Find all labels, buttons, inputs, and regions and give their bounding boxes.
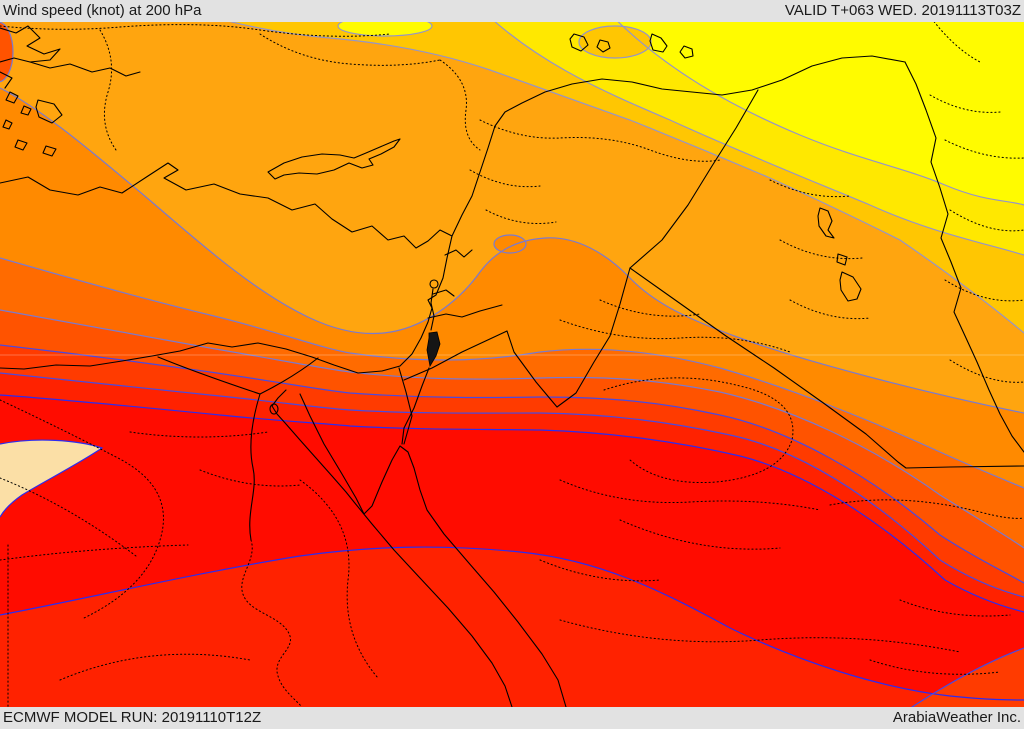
footer-bar: ECMWF MODEL RUN: 20191110T12Z ArabiaWeat… xyxy=(0,707,1024,729)
coastline-marmara-south xyxy=(29,61,141,77)
lake-galilee xyxy=(429,279,439,289)
contour-line-4 xyxy=(0,87,1024,414)
border-iraq-saudi xyxy=(629,267,1024,469)
coastline-sinai-aqaba-arabia xyxy=(299,393,567,708)
river-jordan xyxy=(430,288,435,331)
island-aegean-3 xyxy=(2,119,13,130)
pocket-gold-anatolia xyxy=(579,26,651,58)
border-jordan-saudi xyxy=(403,267,631,408)
pocket-red-aegean xyxy=(0,22,13,82)
model-run-label: ECMWF MODEL RUN: 20191110T12Z xyxy=(3,709,262,726)
lake-bitter xyxy=(269,403,279,415)
island-aegean-5 xyxy=(42,145,57,157)
band-cream-max xyxy=(0,440,102,517)
border-lebanon-syria-n xyxy=(444,249,473,258)
island-rhodes xyxy=(35,99,63,124)
contour-line-5 xyxy=(0,257,1024,489)
island-aegean-1 xyxy=(5,91,19,104)
lake-turkey-2 xyxy=(596,39,611,53)
border-jordan-syria xyxy=(427,304,503,319)
pocket-dark-orange-syria xyxy=(494,235,526,253)
coastlines-and-borders xyxy=(0,25,1024,708)
coastline-red-sea-west xyxy=(271,389,513,708)
island-cyprus xyxy=(267,138,401,180)
dead-sea xyxy=(426,331,441,368)
contour-pocket-aegean xyxy=(0,21,14,83)
band-deep-red-south xyxy=(0,547,1024,729)
contour-pocket-gold xyxy=(578,25,652,59)
border-iran-iraq xyxy=(904,61,1024,453)
lake-turkey-3 xyxy=(649,33,668,53)
island-aegean-4 xyxy=(14,139,28,151)
lake-razzaza xyxy=(836,253,848,266)
admin-boundaries-dotted xyxy=(0,1,1024,708)
river-nile xyxy=(249,393,261,541)
contour-line-6 xyxy=(0,309,1024,549)
contour-line-10 xyxy=(0,546,1024,701)
lake-habbaniyah xyxy=(839,271,862,302)
contour-line-3 xyxy=(159,0,1024,334)
lake-turkey-4 xyxy=(679,45,694,59)
border-israel-egypt xyxy=(398,367,413,445)
border-lebanon-syria-s xyxy=(432,289,455,297)
border-syria-iraq xyxy=(629,89,759,269)
border-turkey-syria xyxy=(451,55,906,237)
contour-line-9 xyxy=(0,394,1024,613)
wadi-araba xyxy=(401,367,430,445)
contour-line-8 xyxy=(0,372,1024,598)
lake-tharthar xyxy=(817,207,835,239)
lake-turkey-1 xyxy=(569,33,589,52)
contour-pocket-syria xyxy=(493,234,527,254)
contour-line-max-core xyxy=(0,439,104,518)
valid-time-label: VALID T+063 WED. 20191113T03Z xyxy=(784,2,1021,19)
coastline-aegean-inlet xyxy=(0,71,13,89)
coastline-marmara xyxy=(0,25,61,63)
contour-line-1 xyxy=(596,0,1024,206)
island-aegean-2 xyxy=(20,105,32,116)
contour-line-7 xyxy=(0,344,1024,584)
nile-delta-west xyxy=(157,356,261,395)
map-title: Wind speed (knot) at 200 hPa xyxy=(3,2,202,19)
header-bar: Wind speed (knot) at 200 hPa VALID T+063… xyxy=(0,0,1024,22)
credit-label: ArabiaWeather Inc. xyxy=(892,709,1021,726)
nile-delta-east xyxy=(259,357,319,395)
